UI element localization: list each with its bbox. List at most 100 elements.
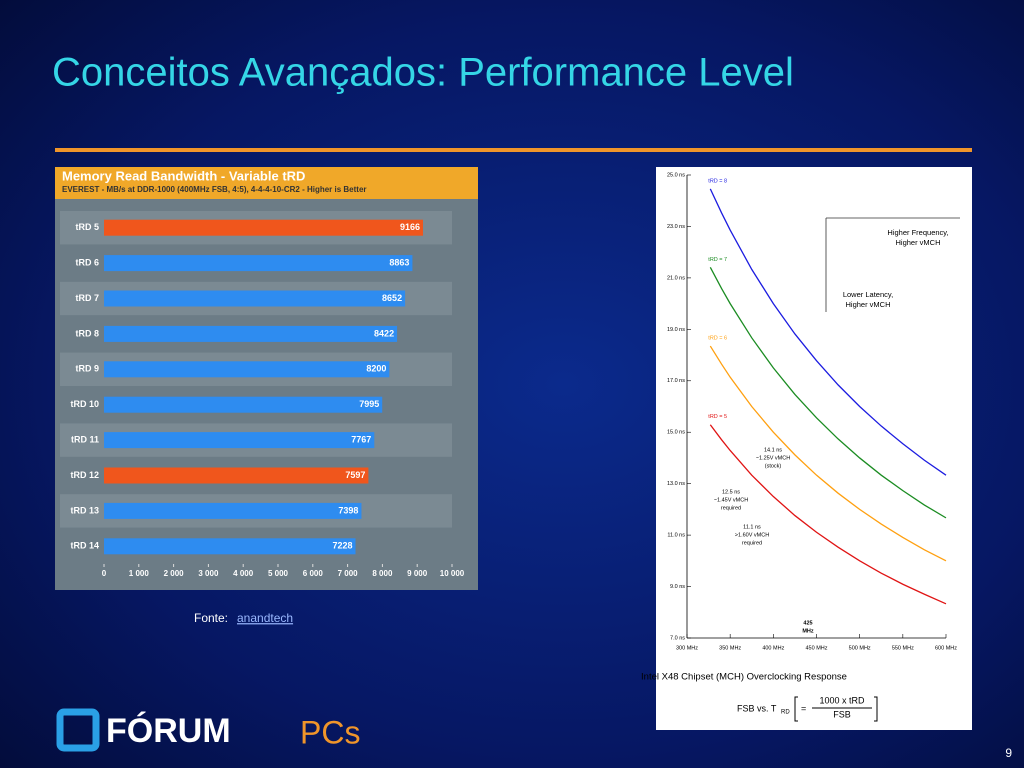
annotation: required [721, 505, 741, 511]
value-label: 8863 [389, 257, 409, 267]
series-label: tRD = 5 [708, 414, 727, 420]
x-tick-label: 400 MHz [762, 645, 784, 651]
chart1-title: Memory Read Bandwidth - Variable tRD [62, 168, 305, 183]
bar [104, 396, 383, 413]
chart2-title: Intel X48 Chipset (MCH) Overclocking Res… [641, 672, 847, 683]
annotation: Lower Latency, [843, 290, 893, 299]
formula-eq: = [801, 703, 806, 713]
annotation: Higher vMCH [895, 238, 940, 247]
value-label: 8652 [382, 293, 402, 303]
bar [104, 502, 362, 519]
page-number: 9 [1005, 746, 1012, 760]
category-label: tRD 14 [70, 541, 99, 551]
x-tick-label: 10 000 [440, 569, 465, 578]
category-label: tRD 13 [70, 505, 99, 515]
category-label: tRD 8 [75, 328, 99, 338]
chart1-header [55, 167, 478, 199]
value-label: 8200 [366, 364, 386, 374]
y-tick-label: 17.0 ns [667, 378, 685, 384]
formula-numerator: 1000 x tRD [819, 695, 865, 705]
y-tick-label: 15.0 ns [667, 430, 685, 436]
x-tick-label: 500 MHz [849, 645, 871, 651]
annotation-arrows [825, 217, 960, 312]
category-label: tRD 7 [75, 293, 99, 303]
logo-main: FÓRUM [106, 712, 231, 750]
x-tick-label: 600 MHz [935, 645, 957, 651]
bar [104, 325, 398, 342]
bar [104, 290, 406, 307]
value-label: 7597 [345, 470, 365, 480]
value-label: 7995 [359, 399, 379, 409]
x-tick-label: 4 000 [233, 569, 254, 578]
annotation: (stock) [765, 463, 782, 469]
bar [104, 219, 423, 236]
annotation: ~1.25V vMCH [756, 455, 790, 461]
formula-brackets [794, 696, 878, 722]
series-label: tRD = 6 [708, 336, 727, 342]
bar [104, 467, 369, 484]
source-label: Fonte: [194, 611, 228, 625]
annotation: Higher Frequency, [887, 228, 948, 237]
x-tick-label: 0 [102, 569, 107, 578]
y-tick-label: 21.0 ns [667, 275, 685, 281]
category-label: tRD 5 [75, 222, 99, 232]
x-tick-label: 450 MHz [805, 645, 827, 651]
formula-sub: RD [781, 710, 790, 716]
x-tick-label: 300 MHz [676, 645, 698, 651]
category-label: tRD 12 [70, 470, 99, 480]
series-label: tRD = 7 [708, 257, 727, 263]
category-label: tRD 10 [70, 399, 99, 409]
y-tick-label: 7.0 ns [670, 635, 685, 641]
annotation: ~1.45V vMCH [714, 497, 748, 503]
chart2-panel [656, 167, 972, 730]
y-tick-label: 13.0 ns [667, 481, 685, 487]
annotation: >1.60V vMCH [735, 532, 769, 538]
bar [104, 361, 390, 378]
y-tick-label: 23.0 ns [667, 224, 685, 230]
chart1-subtitle: EVEREST - MB/s at DDR-1000 (400MHz FSB, … [62, 185, 367, 194]
value-label: 9166 [400, 222, 420, 232]
x-tick-label: 5 000 [268, 569, 289, 578]
title-rule [55, 148, 972, 152]
y-tick-label: 25.0 ns [667, 172, 685, 178]
y-tick-label: 9.0 ns [670, 584, 685, 590]
x-tick-label: 2 000 [164, 569, 185, 578]
x-tick-label: 3 000 [198, 569, 219, 578]
bar [104, 538, 356, 555]
category-label: tRD 11 [71, 434, 99, 444]
category-label: tRD 6 [75, 257, 99, 267]
series-line [709, 267, 947, 519]
value-label: 8422 [374, 328, 394, 338]
series-line [709, 345, 947, 562]
y-tick-label: 19.0 ns [667, 327, 685, 333]
logo-accent: PCs [300, 714, 360, 750]
formula-denominator: FSB [833, 709, 851, 719]
annotation: MHz [802, 628, 814, 634]
bar [104, 255, 413, 272]
source-link[interactable]: anandtech [237, 611, 293, 625]
annotation: 11.1 ns [743, 524, 761, 530]
x-tick-label: 550 MHz [892, 645, 914, 651]
category-label: tRD 9 [75, 364, 99, 374]
bar [104, 432, 375, 449]
y-tick-label: 11.0 ns [667, 533, 685, 539]
x-tick-label: 9 000 [407, 569, 428, 578]
series-line [709, 424, 947, 605]
annotation: 425 [803, 620, 812, 626]
series-line [709, 188, 947, 476]
value-label: 7228 [333, 541, 353, 551]
logo-icon [56, 708, 100, 752]
series-label: tRD = 8 [708, 178, 727, 184]
formula-left: FSB vs. T [737, 703, 777, 713]
x-tick-label: 7 000 [338, 569, 359, 578]
x-tick-label: 350 MHz [719, 645, 741, 651]
annotation: 12.5 ns [722, 489, 740, 495]
value-label: 7767 [351, 434, 371, 444]
annotation: Higher vMCH [845, 300, 890, 309]
x-tick-label: 1 000 [129, 569, 150, 578]
value-label: 7398 [338, 505, 358, 515]
x-tick-label: 8 000 [372, 569, 393, 578]
annotation: 14.1 ns [764, 447, 782, 453]
x-tick-label: 6 000 [303, 569, 324, 578]
